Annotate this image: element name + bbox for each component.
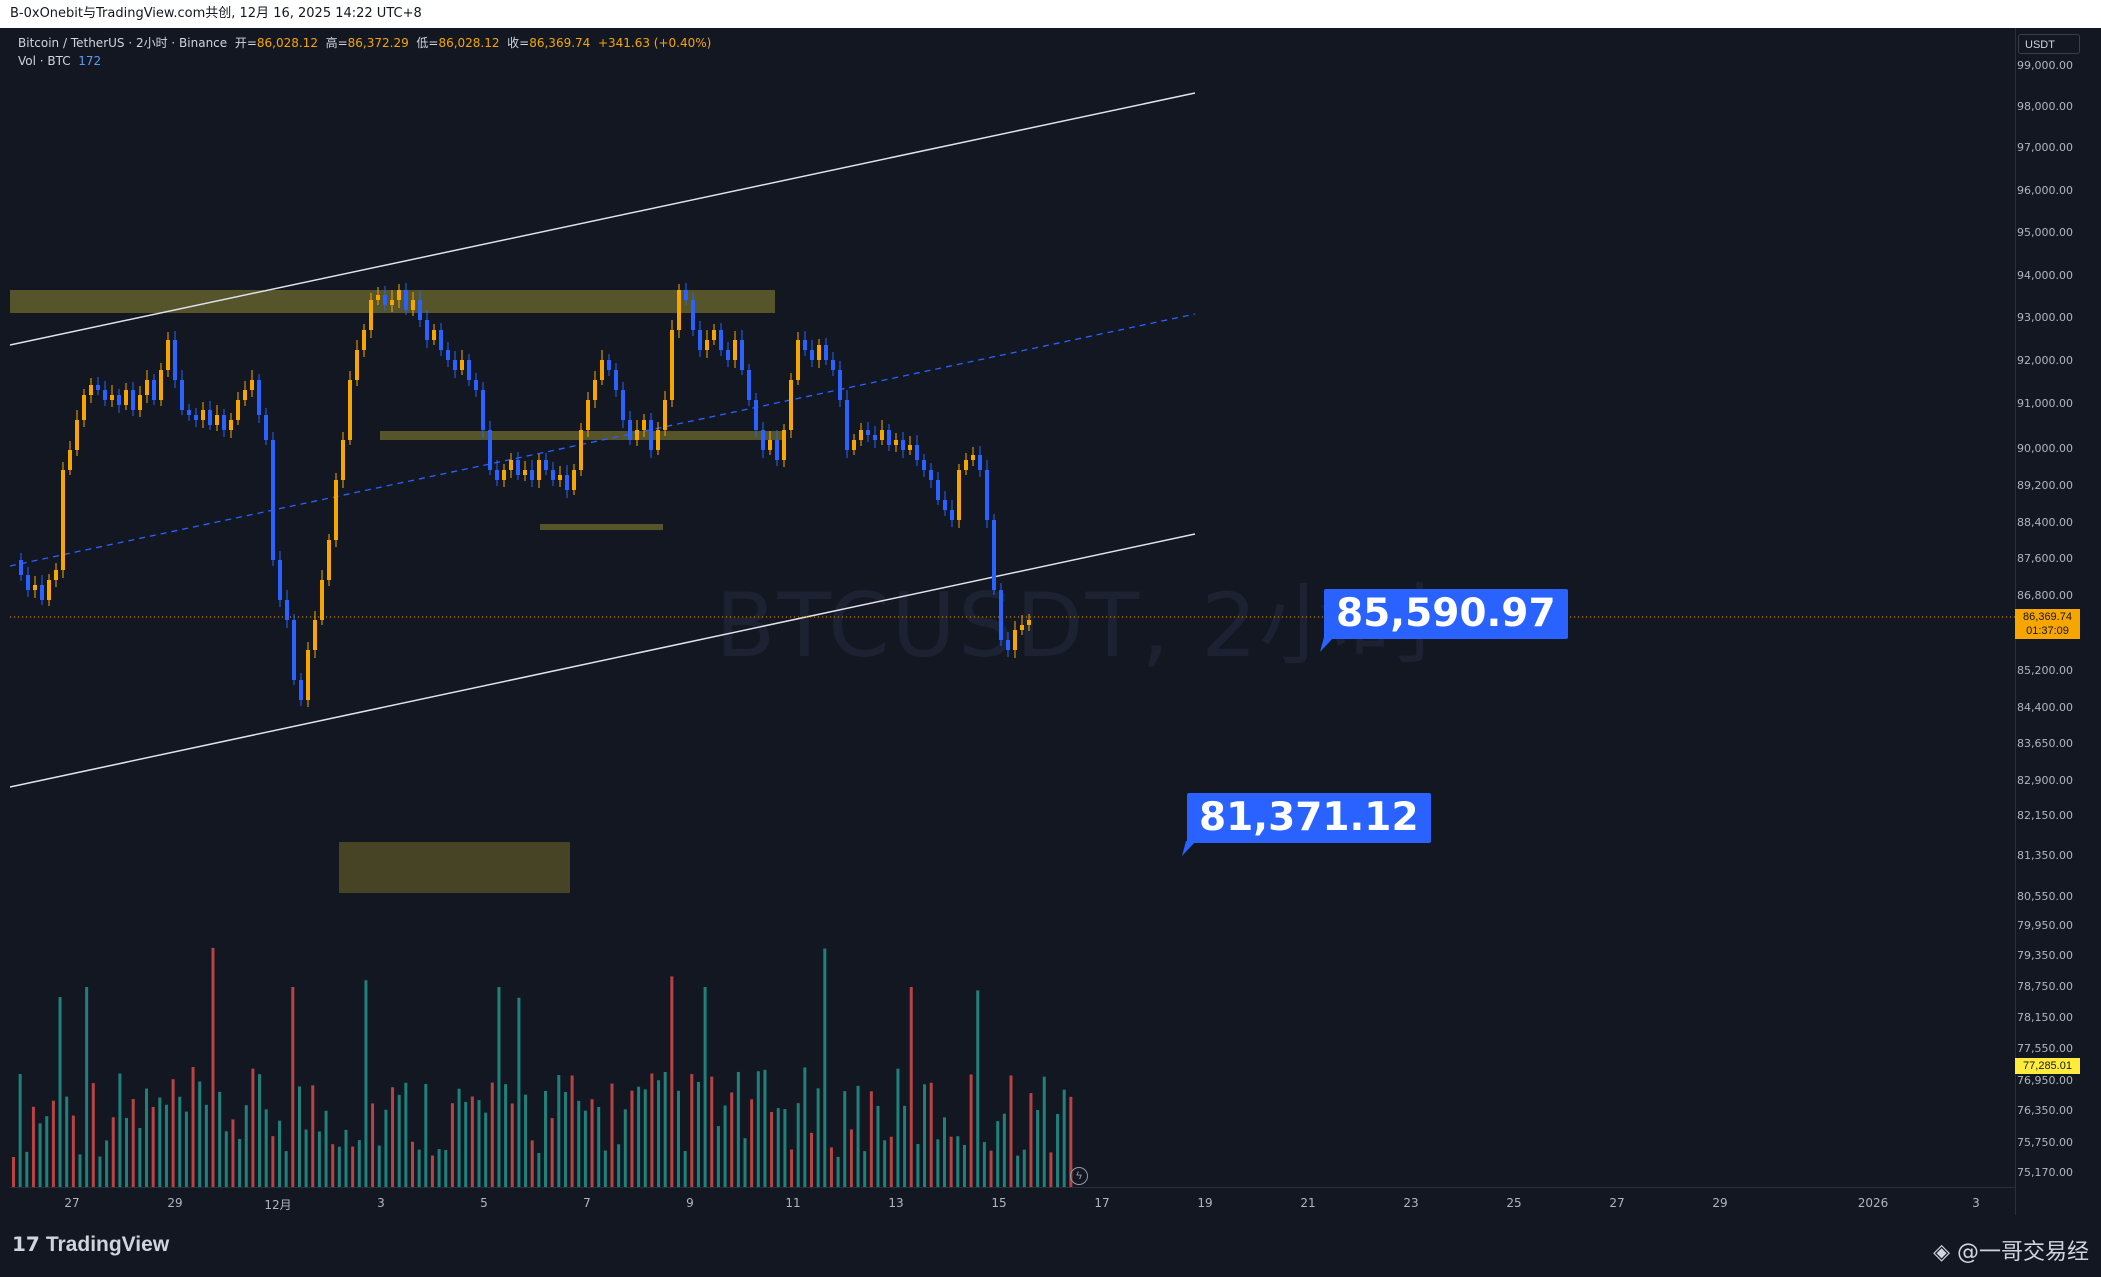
price-axis-label: 93,000.00 [2017,311,2073,324]
bar-countdown: 01:37:09 [2026,625,2069,637]
time-axis-label: 9 [686,1196,694,1210]
price-axis-label: 75,170.00 [2017,1166,2073,1179]
share-bar-text: B-0xOnebit与TradingView.com共创, 12月 16, 20… [10,6,422,21]
brand-name: TradingView [45,1233,170,1256]
author-tag: ◈ @一哥交易经 [1933,1234,2089,1266]
price-axis-label: 83,650.00 [2017,737,2073,750]
price-axis-label: 81,350.00 [2017,849,2073,862]
time-axis-label: 5 [480,1196,488,1210]
time-axis-label: 19 [1197,1196,1213,1210]
legend-vol-label[interactable]: Vol · BTC [18,54,71,68]
legend-high-label: 高= [325,36,348,50]
price-axis-label: 79,950.00 [2017,919,2073,932]
price-callout-lower[interactable]: 81,371.12 [1187,793,1431,843]
price-axis-label: 95,000.00 [2017,226,2073,239]
price-axis-label: 78,150.00 [2017,1011,2073,1024]
price-callout-upper[interactable]: 85,590.97 [1324,589,1568,639]
footer [0,1215,2101,1277]
time-axis-label: 29 [1712,1196,1728,1210]
share-bar: B-0xOnebit与TradingView.com共创, 12月 16, 20… [0,0,2101,28]
legend-high: 86,372.29 [347,36,409,50]
price-axis-label: 97,000.00 [2017,141,2073,154]
time-axis-label: 3 [1972,1196,1980,1210]
price-axis-label: 89,200.00 [2017,479,2073,492]
price-axis-label: 98,000.00 [2017,100,2073,113]
currency-selector[interactable]: USDT [2018,34,2080,54]
price-axis-label: 82,900.00 [2017,774,2073,787]
callout-pointer-lower [1182,841,1196,856]
legend-close-label: 收= [507,36,530,50]
price-axis-label: 84,400.00 [2017,701,2073,714]
price-axis-label: 75,750.00 [2017,1136,2073,1149]
price-axis-label: 78,750.00 [2017,980,2073,993]
price-axis-label: 96,000.00 [2017,184,2073,197]
time-axis-label: 12月 [264,1198,292,1212]
legend-open-label: 开= [234,36,257,50]
marker-price-tag: 77,285.01 [2015,1058,2080,1074]
time-axis-label: 25 [1506,1196,1522,1210]
time-axis-label: 27 [1609,1196,1625,1210]
price-axis-label: 87,600.00 [2017,552,2073,565]
time-axis-label: 2026 [1857,1196,1889,1210]
price-axis-label: 86,800.00 [2017,589,2073,602]
legend-open: 86,028.12 [256,36,318,50]
time-axis-label: 11 [785,1196,801,1210]
time-axis[interactable] [10,1187,2015,1216]
callout-pointer-upper [1320,637,1334,652]
price-axis-label: 82,150.00 [2017,809,2073,822]
time-axis-label: 7 [583,1196,591,1210]
price-axis-label: 88,400.00 [2017,516,2073,529]
price-axis-label: 92,000.00 [2017,354,2073,367]
price-axis-label: 94,000.00 [2017,269,2073,282]
binance-diamond-icon: ◈ [1933,1240,1950,1265]
time-axis-label: 15 [991,1196,1007,1210]
price-axis-label: 85,200.00 [2017,664,2073,677]
legend-change: +341.63 (+0.40%) [597,36,712,50]
legend-symbol[interactable]: Bitcoin / TetherUS · 2小时 · Binance [18,36,228,50]
legend-vol: 172 [78,54,102,68]
tradingview-logo[interactable]: 𝟭𝟳 TradingView [12,1232,169,1257]
tv-logo-icon: 𝟭𝟳 [12,1234,40,1256]
author-name: @一哥交易经 [1956,1240,2089,1265]
price-axis-label: 77,550.00 [2017,1042,2073,1055]
price-axis-label: 79,350.00 [2017,949,2073,962]
legend-low: 86,028.12 [438,36,500,50]
legend-low-label: 低= [416,36,439,50]
time-axis-label: 23 [1403,1196,1419,1210]
price-axis-label: 80,550.00 [2017,890,2073,903]
lightning-icon[interactable]: ϟ [1070,1167,1088,1185]
price-axis-label: 91,000.00 [2017,397,2073,410]
time-axis-label: 29 [167,1196,183,1210]
time-axis-label: 3 [377,1196,385,1210]
time-axis-label: 27 [64,1196,80,1210]
chart-legend: Bitcoin / TetherUS · 2小时 · Binance 开=86,… [18,34,711,70]
legend-close: 86,369.74 [529,36,591,50]
current-price-tag: 86,369.74 01:37:09 [2015,609,2080,639]
price-axis-label: 76,950.00 [2017,1074,2073,1087]
price-axis-label: 99,000.00 [2017,59,2073,72]
current-price-value: 86,369.74 [2023,611,2072,623]
price-axis-label: 76,350.00 [2017,1104,2073,1117]
price-axis-label: 90,000.00 [2017,442,2073,455]
time-axis-label: 21 [1300,1196,1316,1210]
time-axis-label: 17 [1094,1196,1110,1210]
time-axis-label: 13 [888,1196,904,1210]
